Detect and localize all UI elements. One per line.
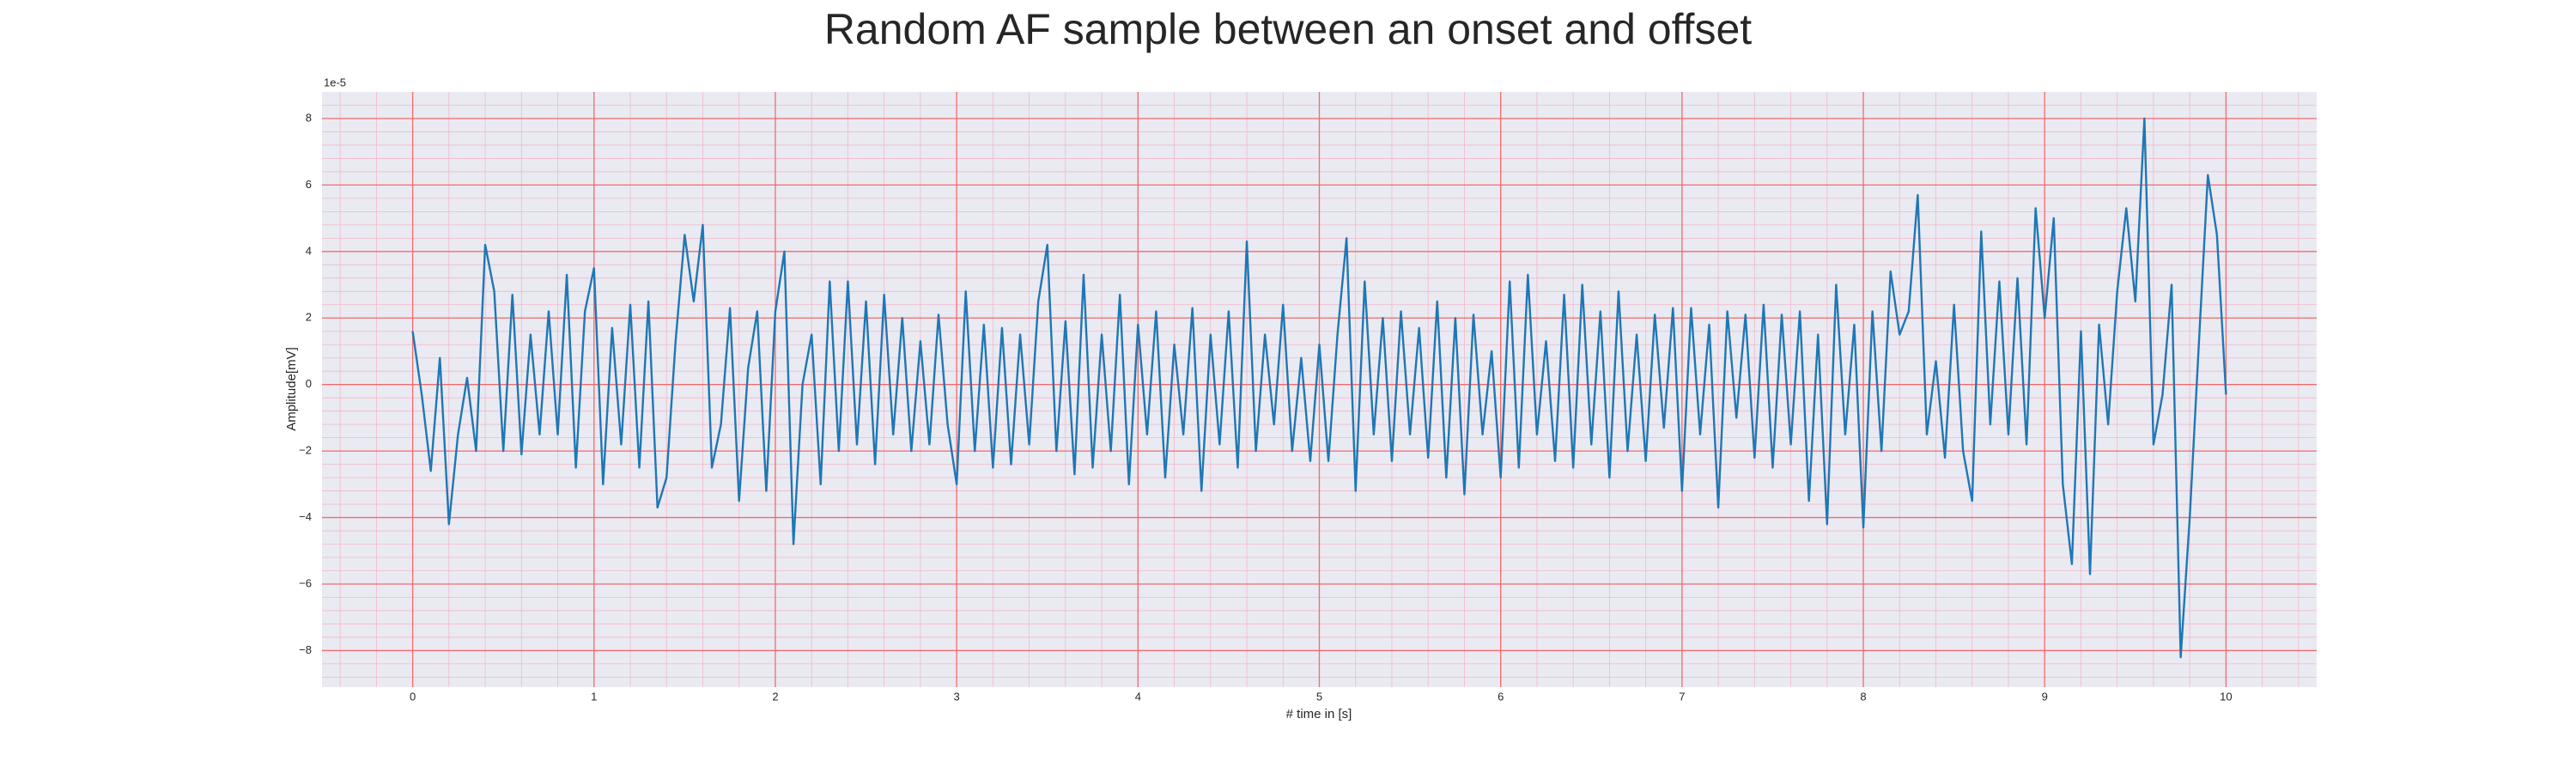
x-tick-label: 0 <box>410 690 416 703</box>
x-tick-label: 9 <box>2042 690 2048 703</box>
x-tick-label: 10 <box>2220 690 2232 703</box>
y-tick-label: −4 <box>299 510 312 523</box>
labels: 0 1 2 3 4 5 6 7 8 9 10 −8 −6 −4 −2 0 2 4 6 8 <box>299 111 2232 703</box>
chart-title: Random AF sample between an onset and of… <box>824 5 1752 53</box>
y-tick-label: 4 <box>306 244 312 257</box>
x-tick-label: 7 <box>1679 690 1685 703</box>
y-axis-label: Amplitude[mV] <box>284 347 299 431</box>
y-tick-label: −6 <box>299 576 312 589</box>
x-tick-label: 5 <box>1316 690 1322 703</box>
x-tick-label: 4 <box>1135 690 1141 703</box>
x-axis-label: # time in [s] <box>1286 707 1352 721</box>
y-tick-label: 6 <box>306 178 312 191</box>
y-tick-label: 0 <box>306 377 312 390</box>
y-tick-label: −8 <box>299 643 312 656</box>
x-tick-label: 6 <box>1498 690 1504 703</box>
y-tick-label: 2 <box>306 311 312 324</box>
x-tick-label: 3 <box>954 690 960 703</box>
y-tick-label: 8 <box>306 111 312 124</box>
series-line <box>411 117 2227 659</box>
y-offset-label: 1e-5 <box>324 76 346 88</box>
y-tick-label: −2 <box>299 444 312 457</box>
x-tick-label: 2 <box>772 690 778 703</box>
x-tick-label: 8 <box>1860 690 1866 703</box>
x-tick-label: 1 <box>591 690 597 703</box>
series <box>411 117 2227 659</box>
